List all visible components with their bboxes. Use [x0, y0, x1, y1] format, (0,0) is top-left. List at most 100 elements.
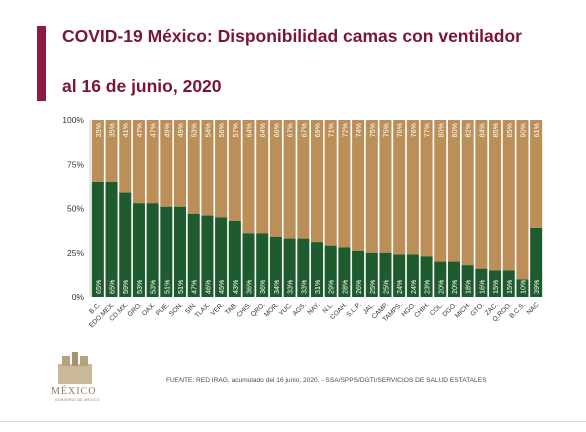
- bar-segment-available: [228, 120, 241, 221]
- source-footnote: FUENTE: RED IRAG, acumulado del 16 junio…: [166, 377, 487, 384]
- data-label-available: 85%: [505, 122, 514, 137]
- data-label-occupied: 20%: [436, 279, 445, 294]
- data-label-available: 64%: [258, 122, 267, 137]
- data-label-occupied: 18%: [464, 279, 473, 294]
- x-category-label: CHIH.: [413, 301, 431, 319]
- bar-segment-available: [502, 120, 515, 271]
- x-category-label: PUE.: [155, 301, 171, 317]
- bar-segment-occupied: [297, 238, 310, 297]
- bar-segment-occupied: [132, 203, 145, 297]
- data-label-available: 67%: [299, 122, 308, 137]
- data-label-available: 77%: [423, 122, 432, 137]
- x-category-label: VER.: [210, 301, 226, 317]
- x-category-label: MICH.: [454, 301, 472, 319]
- bar-segment-available: [215, 120, 228, 218]
- data-label-available: 49%: [176, 122, 185, 137]
- bar-segment-occupied: [201, 215, 214, 297]
- bar-segment-available: [132, 120, 145, 204]
- bar-segment-occupied: [119, 192, 132, 297]
- bar-segment-occupied: [352, 250, 365, 297]
- data-label-occupied: 24%: [409, 279, 418, 294]
- data-label-available: 47%: [149, 122, 158, 137]
- bar-segment-available: [297, 120, 310, 239]
- x-category-label: AGS.: [292, 301, 308, 317]
- x-category-label: NAY.: [307, 301, 322, 316]
- x-category-label: MOR.: [263, 301, 280, 318]
- bar-segment-available: [447, 120, 460, 262]
- data-label-available: 82%: [464, 122, 473, 137]
- bar-segment-available: [352, 120, 365, 251]
- data-label-occupied: 53%: [149, 279, 158, 294]
- x-category-label: CHIS.: [236, 301, 254, 319]
- data-label-available: 74%: [354, 122, 363, 137]
- bar-segment-occupied: [489, 270, 502, 297]
- data-label-occupied: 15%: [505, 279, 514, 294]
- y-tick-label: 50%: [67, 204, 84, 214]
- data-label-occupied: 45%: [217, 279, 226, 294]
- data-label-available: 76%: [409, 122, 418, 137]
- y-tick-label: 0%: [72, 292, 85, 302]
- bar-segment-occupied: [420, 256, 433, 297]
- data-label-occupied: 26%: [354, 279, 363, 294]
- data-label-occupied: 47%: [190, 279, 199, 294]
- data-label-available: 71%: [327, 122, 336, 137]
- bar-segment-occupied: [516, 279, 529, 297]
- bar-segment-available: [283, 120, 296, 239]
- data-label-available: 64%: [245, 122, 254, 137]
- data-label-occupied: 10%: [518, 279, 527, 294]
- bar-segment-occupied: [365, 252, 378, 297]
- bar-segment-available: [365, 120, 378, 253]
- data-label-occupied: 28%: [340, 279, 349, 294]
- bar-segment-available: [242, 120, 255, 234]
- data-label-available: 41%: [121, 122, 130, 137]
- government-logo-icon: [58, 352, 92, 384]
- bar-segment-occupied: [269, 236, 282, 297]
- bar-segment-available: [105, 120, 118, 182]
- bar-segment-occupied: [105, 181, 118, 297]
- bar-segment-occupied: [91, 181, 104, 297]
- data-label-occupied: 31%: [313, 279, 322, 294]
- data-label-occupied: 34%: [272, 279, 281, 294]
- bar-segment-occupied: [146, 203, 159, 297]
- bar-segment-occupied: [447, 261, 460, 297]
- x-category-label: B.C.S.: [508, 301, 527, 320]
- data-label-available: 54%: [203, 122, 212, 137]
- x-category-label: GTO.: [470, 301, 486, 317]
- bar-segment-available: [406, 120, 419, 255]
- bar-segment-available: [516, 120, 529, 280]
- data-label-occupied: 29%: [327, 279, 336, 294]
- logo-subtext: GOBIERNO DE MÉXICO: [55, 398, 100, 402]
- bar-segment-available: [201, 120, 214, 216]
- bar-segment-available: [434, 120, 447, 262]
- logo-text: MÉXICO: [51, 386, 97, 397]
- data-label-occupied: 33%: [299, 279, 308, 294]
- bar-segment-occupied: [502, 270, 515, 297]
- data-label-occupied: 51%: [162, 279, 171, 294]
- bar-segment-occupied: [228, 220, 241, 297]
- bar-segment-available: [461, 120, 474, 266]
- data-label-occupied: 15%: [491, 279, 500, 294]
- bar-segment-occupied: [283, 238, 296, 297]
- data-label-available: 67%: [286, 122, 295, 137]
- bar-segment-occupied: [242, 233, 255, 297]
- data-label-available: 53%: [190, 122, 199, 137]
- bar-segment-occupied: [379, 252, 392, 297]
- bar-segment-available: [393, 120, 406, 255]
- bar-segment-occupied: [324, 245, 337, 297]
- bar-segment-available: [174, 120, 187, 207]
- bar-segment-available: [530, 120, 543, 228]
- slide-subtitle-date: al 16 de junio, 2020: [62, 76, 222, 96]
- title-accent-bar: [37, 26, 46, 101]
- bar-segment-occupied: [530, 227, 543, 297]
- bar-segment-available: [256, 120, 269, 234]
- bar-segment-occupied: [475, 268, 488, 297]
- bar-segment-occupied: [406, 254, 419, 297]
- data-label-available: 75%: [368, 122, 377, 137]
- data-label-available: 49%: [162, 122, 171, 137]
- data-label-occupied: 36%: [245, 279, 254, 294]
- data-label-available: 80%: [450, 122, 459, 137]
- data-label-occupied: 20%: [450, 279, 459, 294]
- data-label-available: 47%: [135, 122, 144, 137]
- bar-segment-available: [475, 120, 488, 269]
- bar-segment-occupied: [393, 254, 406, 297]
